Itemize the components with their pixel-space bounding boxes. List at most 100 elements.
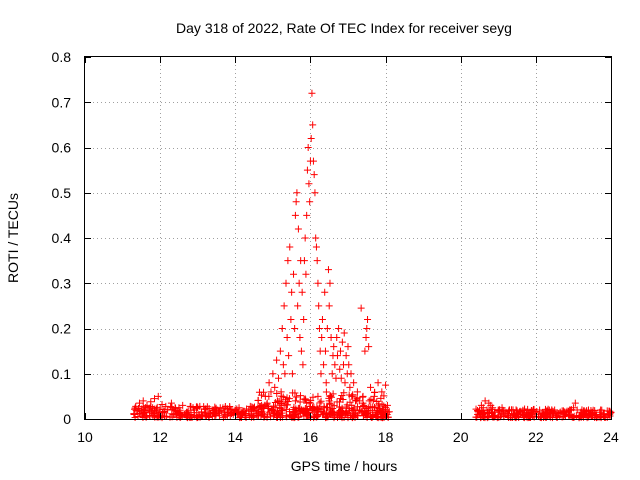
roti-point [318, 315, 326, 323]
roti-point [370, 392, 378, 400]
roti-point [551, 406, 559, 414]
roti-point [498, 404, 506, 412]
roti-point [160, 408, 168, 416]
roti-point [293, 410, 301, 418]
roti-point [311, 189, 319, 197]
roti-point [302, 270, 310, 278]
roti-point [543, 407, 551, 415]
roti-point [502, 408, 510, 416]
roti-point [277, 388, 285, 396]
y-tick-label: 0.2 [52, 321, 72, 337]
roti-point [481, 397, 489, 405]
roti-point [491, 412, 499, 420]
roti-point [310, 171, 318, 179]
roti-point [307, 134, 315, 142]
roti-point [211, 412, 219, 420]
roti-point [315, 325, 323, 332]
y-tick-label: 0.4 [52, 230, 72, 246]
x-tick-label: 22 [528, 429, 544, 445]
y-tick-label: 0.5 [52, 185, 72, 201]
roti-point [331, 361, 339, 369]
roti-point [150, 412, 158, 420]
roti-point [317, 397, 325, 405]
roti-point [151, 395, 159, 403]
y-tick-label: 0.7 [52, 94, 72, 110]
axis-ticks [85, 57, 612, 420]
roti-point [156, 405, 164, 413]
roti-point [197, 408, 205, 416]
roti-point [364, 406, 372, 414]
roti-point [489, 404, 497, 412]
roti-point [336, 347, 344, 355]
roti-point [325, 397, 333, 405]
roti-point [313, 403, 321, 411]
roti-point [168, 410, 176, 418]
roti-point [291, 325, 299, 332]
roti-point [132, 402, 140, 410]
roti-point [167, 399, 175, 407]
roti-point [190, 406, 198, 414]
roti-point [284, 257, 292, 265]
roti-point [474, 410, 482, 418]
roti-point [162, 402, 170, 410]
roti-point [292, 393, 300, 401]
roti-point [279, 361, 287, 369]
roti-point [273, 397, 281, 405]
roti-point [380, 392, 388, 400]
roti-point [313, 257, 321, 265]
roti-point [303, 211, 311, 219]
roti-point [282, 279, 290, 287]
roti-point [276, 347, 284, 355]
roti-point [209, 406, 217, 414]
roti-point [265, 379, 273, 387]
roti-point [273, 356, 281, 364]
roti-point [479, 404, 487, 412]
roti-point [348, 392, 356, 400]
roti-point [202, 409, 210, 417]
roti-point [592, 410, 600, 418]
roti-point [506, 406, 514, 414]
roti-point [373, 397, 381, 405]
roti-point [571, 399, 579, 407]
roti-point [175, 404, 183, 412]
roti-point [344, 343, 352, 351]
y-tick-label: 0 [63, 411, 71, 427]
roti-point [309, 121, 317, 129]
roti-point [258, 401, 266, 409]
roti-point [491, 408, 499, 416]
roti-point [357, 304, 365, 312]
roti-point [286, 243, 294, 251]
plot-area-border [84, 56, 612, 420]
roti-point [374, 379, 382, 387]
roti-point [298, 288, 306, 296]
roti-point [584, 407, 592, 415]
roti-point [361, 347, 369, 355]
roti-point [562, 408, 570, 416]
roti-point [330, 402, 338, 410]
roti-point [322, 379, 330, 387]
roti-point [367, 383, 375, 391]
roti-point [274, 374, 282, 382]
roti-point [556, 412, 564, 420]
roti-point [378, 388, 386, 396]
roti-point [333, 334, 341, 342]
roti-point [194, 404, 202, 412]
roti-point [373, 410, 381, 418]
roti-point [264, 402, 272, 410]
roti-point [323, 325, 331, 332]
roti-point [521, 405, 529, 413]
roti-point [303, 399, 311, 407]
roti-point [314, 392, 322, 400]
roti-point [152, 407, 160, 415]
roti-point [382, 381, 390, 389]
y-tick-label: 0.1 [52, 366, 72, 382]
roti-point [331, 410, 339, 418]
roti-point [267, 388, 275, 396]
roti-point [228, 410, 236, 418]
roti-point [547, 408, 555, 416]
roti-point [295, 405, 303, 413]
roti-point [257, 407, 265, 415]
roti-point [201, 405, 209, 413]
y-tick-label: 0.8 [52, 49, 72, 65]
